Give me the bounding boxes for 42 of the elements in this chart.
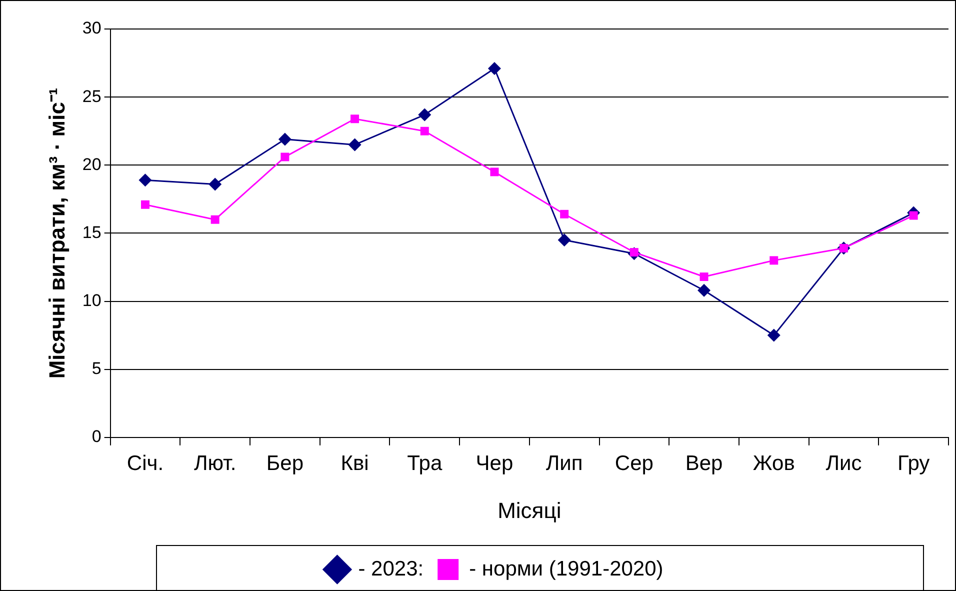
point [770, 256, 778, 265]
x-tick-label: Чер [476, 452, 514, 475]
x-tick-label: Лис [826, 452, 862, 475]
y-tick-label: 10 [82, 290, 102, 310]
x-tick-label: Вер [685, 452, 723, 475]
x-tick-label: Кві [340, 452, 369, 475]
y-tick-label: 20 [82, 154, 102, 174]
point [767, 328, 780, 342]
point [210, 215, 220, 224]
y-axis-title: Місячні витрати, км³ · міс⁻¹ [44, 88, 70, 379]
x-axis-title: Місяці [498, 498, 562, 523]
point [558, 234, 571, 247]
point [278, 132, 292, 146]
y-tick-label: 25 [82, 86, 102, 106]
point [140, 200, 150, 209]
point [490, 168, 499, 176]
x-tick-label: Сер [614, 452, 654, 475]
y-tick-label: 0 [92, 427, 102, 446]
point [418, 108, 432, 122]
y-tick-label: 5 [92, 359, 102, 378]
x-tick-label: Січ. [126, 452, 164, 475]
y-tick-label: 30 [82, 18, 102, 38]
point [909, 211, 918, 220]
point [420, 126, 429, 136]
x-tick-label: Бер [266, 452, 304, 475]
legend-label: - норми (1991-2020) [469, 557, 664, 580]
point [138, 174, 152, 187]
x-tick-label: Жов [752, 452, 795, 475]
x-tick-label: Гру [898, 452, 930, 475]
x-tick-label: Тра [407, 452, 442, 475]
point [488, 62, 501, 75]
point [560, 210, 569, 218]
y-tick-label: 15 [82, 222, 102, 242]
x-tick-label: Лют. [194, 452, 236, 475]
point [698, 284, 711, 297]
point [208, 178, 222, 191]
point [280, 152, 290, 162]
point [348, 138, 362, 152]
legend-label: - 2023: [358, 557, 424, 580]
point [350, 114, 360, 124]
x-tick-label: Лип [546, 452, 583, 475]
point [700, 272, 708, 282]
